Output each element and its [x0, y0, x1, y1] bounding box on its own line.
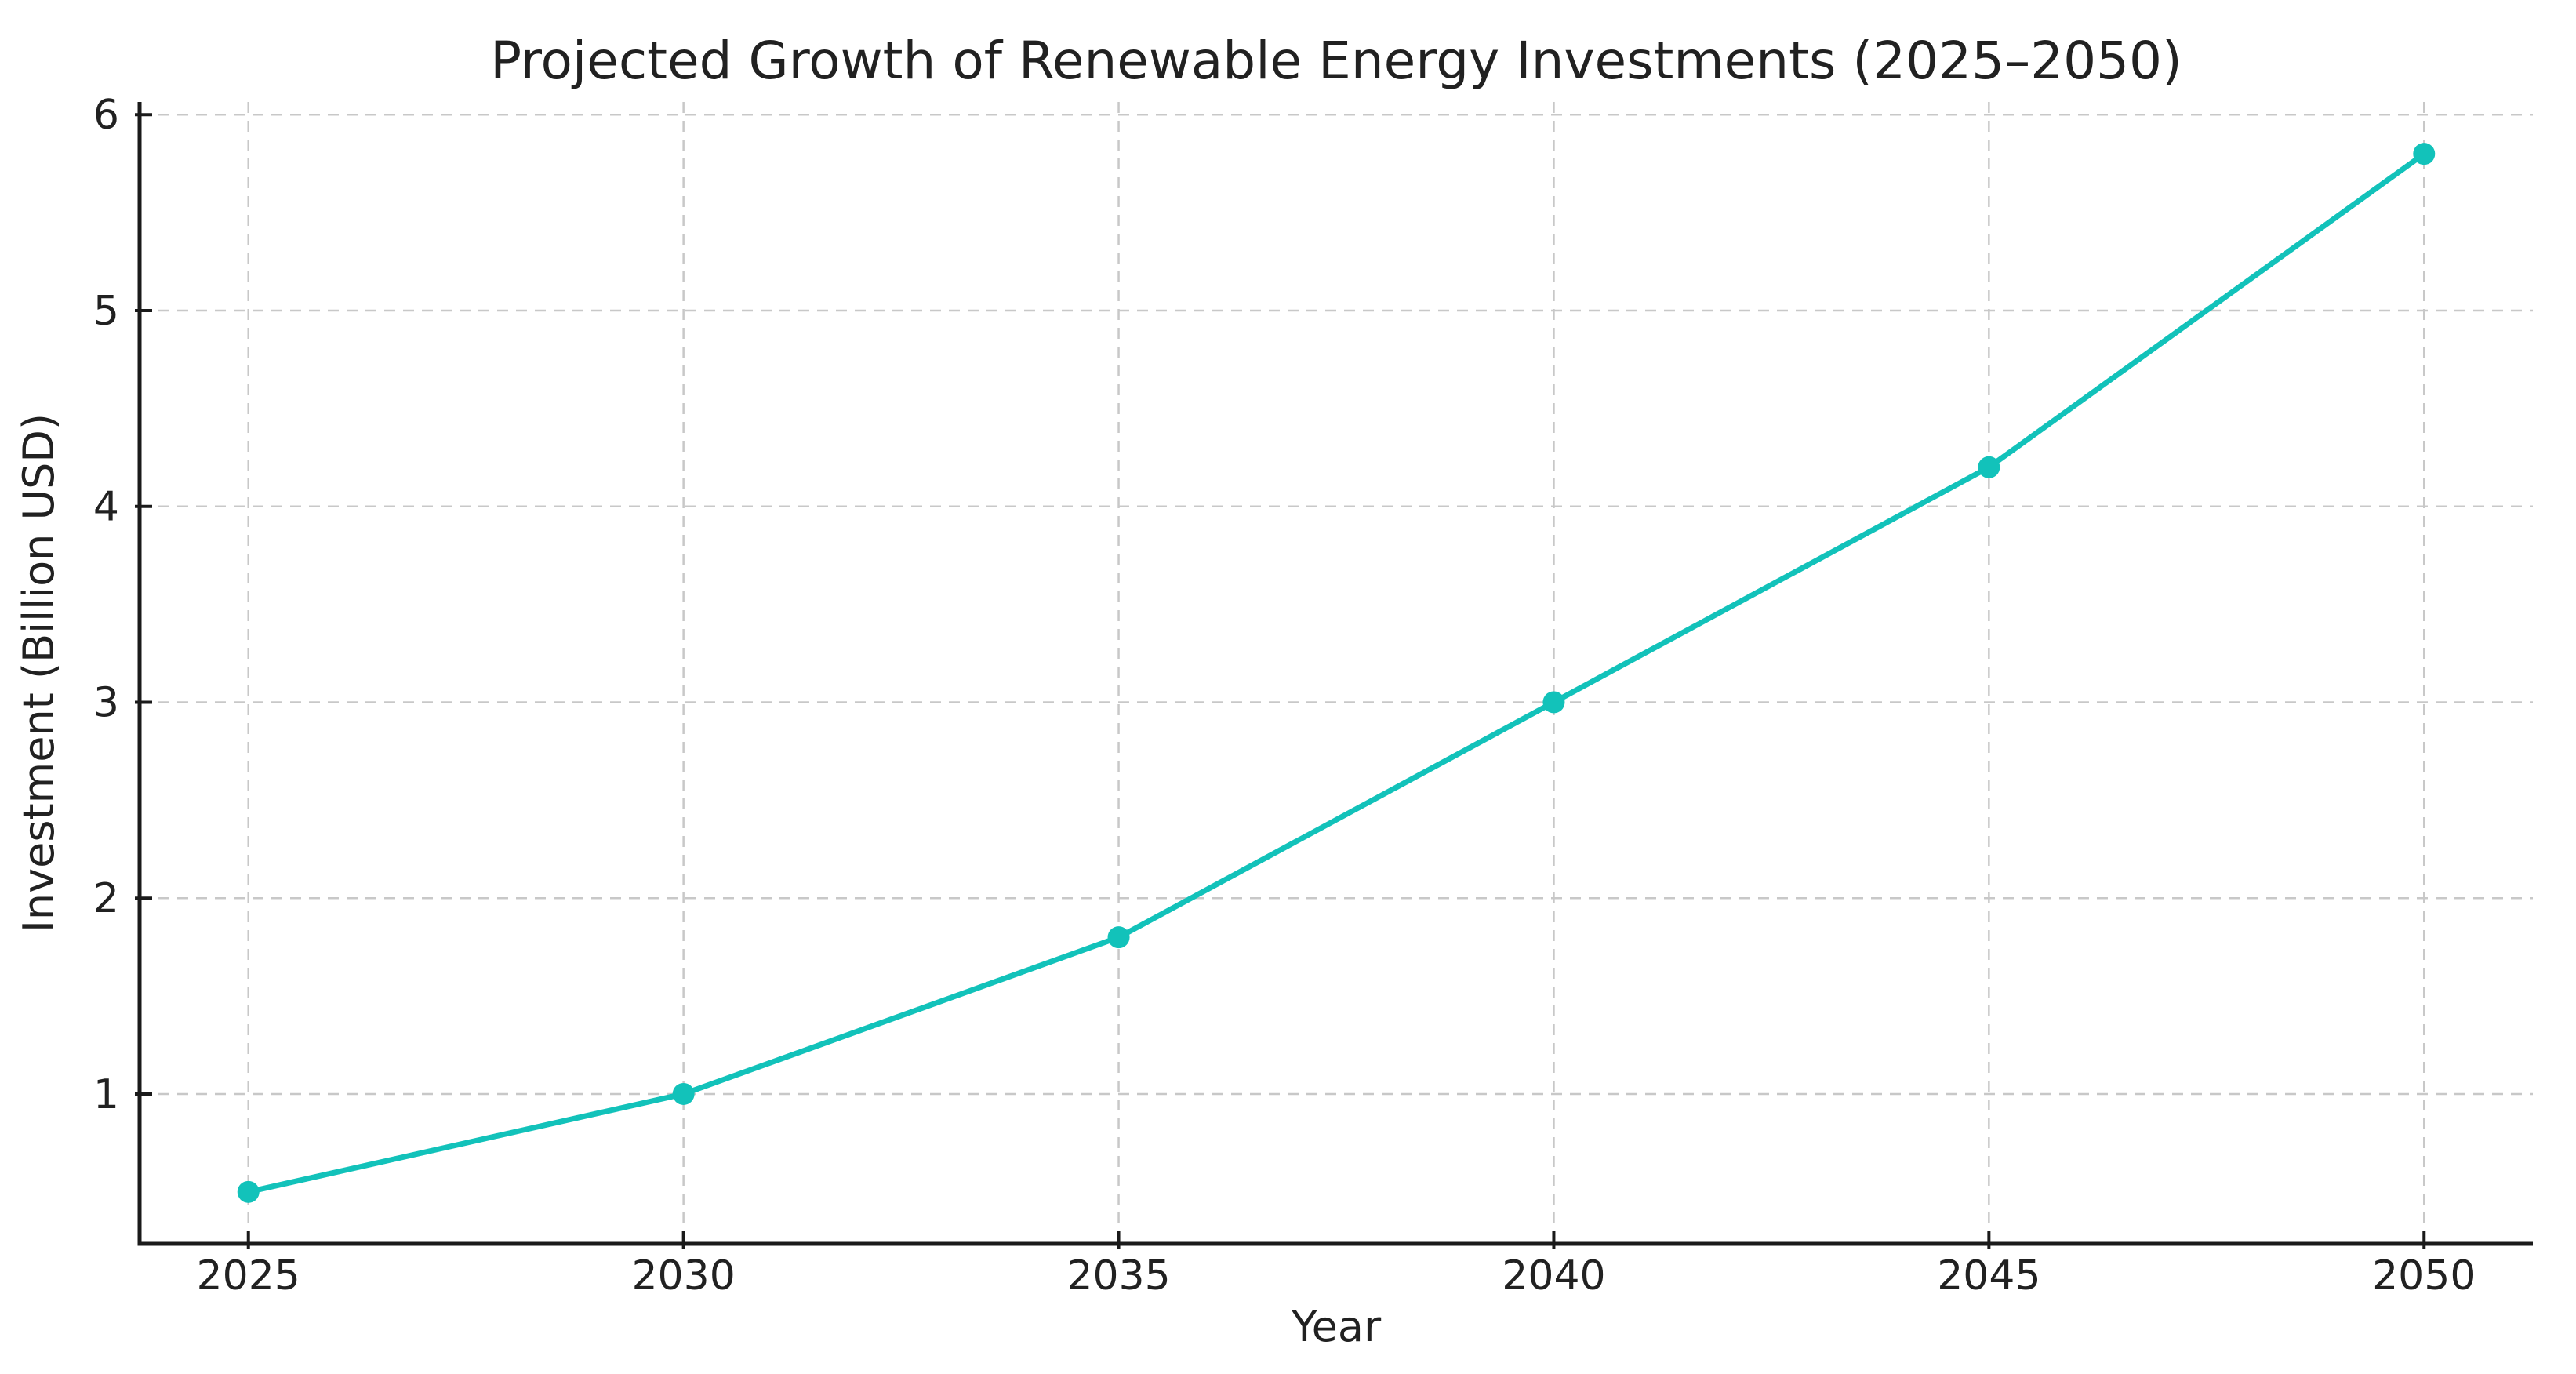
data-point — [1107, 926, 1130, 949]
data-series — [237, 143, 2436, 1203]
series-line — [245, 151, 2427, 1195]
gridlines — [140, 102, 2533, 1244]
y-tick-label: 1 — [93, 1071, 119, 1118]
x-axis-label: Year — [1291, 1302, 1382, 1351]
y-axis-label: Investment (Billion USD) — [14, 413, 64, 932]
x-tick-label: 2040 — [1502, 1252, 1605, 1299]
axes — [135, 102, 2533, 1249]
tick-labels: 2025 2030 2035 2040 2045 2050 1 2 3 4 5 6 — [93, 92, 2476, 1299]
data-point — [2413, 143, 2436, 165]
chart-title: Projected Growth of Renewable Energy Inv… — [490, 31, 2182, 91]
data-point — [237, 1180, 260, 1203]
x-tick-label: 2035 — [1066, 1252, 1170, 1299]
y-tick-label: 3 — [93, 679, 119, 726]
x-tick-label: 2050 — [2372, 1252, 2476, 1299]
x-tick-label: 2045 — [1937, 1252, 2040, 1299]
data-point — [672, 1082, 695, 1105]
data-point — [1978, 456, 2000, 478]
y-tick-label: 2 — [93, 875, 119, 922]
data-point — [1542, 691, 1565, 714]
y-tick-label: 4 — [93, 484, 119, 531]
x-tick-label: 2025 — [197, 1252, 300, 1299]
y-tick-label: 6 — [93, 92, 119, 139]
x-tick-label: 2030 — [631, 1252, 735, 1299]
y-tick-label: 5 — [93, 288, 119, 335]
